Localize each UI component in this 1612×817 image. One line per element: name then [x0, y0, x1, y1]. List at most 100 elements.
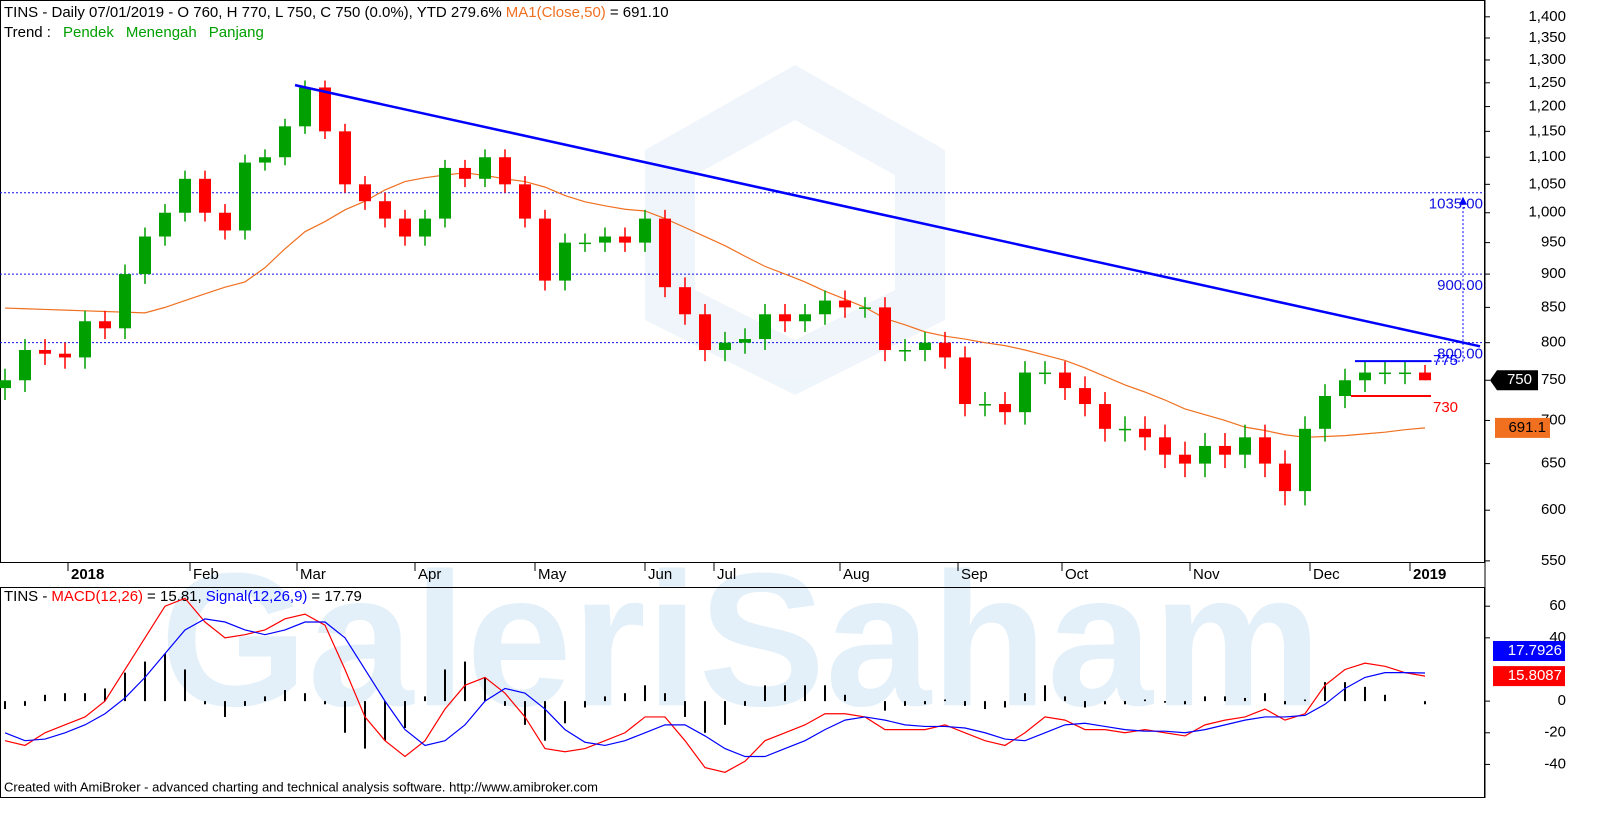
level-label: 730	[1433, 399, 1458, 416]
title-prefix: TINS -	[4, 588, 47, 605]
candle-body	[879, 307, 891, 351]
candle-body	[639, 218, 651, 243]
h-line-label: 900.00	[1437, 277, 1483, 294]
candle-body	[419, 218, 431, 237]
candle-body	[859, 307, 871, 309]
candle-body	[1399, 372, 1411, 375]
y-tick-label: 900	[1541, 265, 1566, 282]
candle-body	[479, 157, 491, 179]
candle-body	[99, 321, 111, 329]
candle-body	[439, 167, 451, 219]
y-tick-label: -20	[1544, 724, 1566, 741]
title-part: MA1(Close,50)	[506, 4, 606, 21]
trend-line: Trend : Pendek Menengah Panjang	[4, 24, 264, 41]
ma-line	[4, 172, 1426, 438]
y-tick-label: 1,000	[1528, 204, 1566, 221]
candle-body	[1199, 445, 1211, 464]
legend-readout: = 17.79	[311, 588, 361, 605]
ma-box	[1495, 417, 1550, 438]
candle-body	[579, 242, 591, 245]
candle-body	[1179, 454, 1191, 464]
candle-body	[999, 404, 1011, 413]
y-tick-label: 0	[1558, 692, 1566, 709]
candle-body	[79, 321, 91, 358]
trend-part: Menengah	[126, 24, 197, 41]
candle-body	[1019, 372, 1031, 413]
x-tick-label: Apr	[418, 566, 441, 583]
candle-body	[119, 274, 131, 329]
y-tick-label: -40	[1544, 755, 1566, 772]
arrow-head	[1459, 196, 1467, 205]
y-tick-label: 850	[1541, 298, 1566, 315]
macd-line	[4, 597, 1426, 773]
y-tick-label: 800	[1541, 334, 1566, 351]
y-tick-label: 1,150	[1528, 122, 1566, 139]
x-tick-label: 2018	[71, 566, 104, 583]
macd-line	[4, 618, 1426, 758]
value-box-label: 15.8087	[1508, 667, 1562, 684]
candle-body	[179, 178, 191, 213]
candle-body	[1239, 437, 1251, 455]
candle-body	[1099, 404, 1111, 429]
y-tick-label: 1,300	[1528, 51, 1566, 68]
x-tick-label: Feb	[193, 566, 219, 583]
legend-name: Signal(12,26,9)	[206, 588, 308, 605]
ma-box-label: 691.1	[1508, 419, 1546, 436]
y-tick-label: 950	[1541, 234, 1566, 251]
x-tick-label: Sep	[961, 566, 988, 583]
candle-body	[899, 350, 911, 352]
title-part: TINS - Daily 07/01/2019 - O 760, H 770, …	[4, 4, 502, 21]
watermark: GaleriSaham	[160, 534, 1322, 746]
h-line-label: 800.00	[1437, 346, 1483, 363]
candle-body	[679, 287, 691, 315]
trendline	[294, 83, 1481, 348]
candle-body	[399, 218, 411, 237]
candle-body	[1119, 428, 1131, 431]
level-label: 775	[1433, 352, 1458, 369]
y-tick-label: 1,200	[1528, 98, 1566, 115]
candle-body	[1139, 428, 1151, 438]
candle-body	[739, 339, 751, 343]
candle-body	[619, 236, 631, 243]
legend-name: MACD(12,26)	[51, 588, 143, 605]
candle-body	[319, 87, 331, 132]
candle-body	[0, 380, 11, 389]
x-tick-label: Mar	[300, 566, 326, 583]
y-tick-label: 1,250	[1528, 74, 1566, 91]
candle-body	[1279, 463, 1291, 492]
candle-body	[659, 218, 671, 288]
candle-body	[979, 404, 991, 406]
x-tick-label: Oct	[1065, 566, 1089, 583]
candle-body	[1079, 388, 1091, 405]
candle-body	[1219, 445, 1231, 455]
y-tick-label: 650	[1541, 455, 1566, 472]
watermark-logo	[645, 65, 945, 395]
candle-body	[519, 184, 531, 219]
last-price-box	[1490, 370, 1538, 391]
candle-body	[819, 300, 831, 315]
candle-body	[159, 212, 171, 237]
candle-body	[1259, 437, 1271, 464]
candle-body	[39, 350, 51, 354]
candle-body	[19, 350, 31, 381]
candle-body	[799, 314, 811, 322]
value-box	[1493, 640, 1565, 661]
candle-body	[219, 212, 231, 231]
candle-body	[1299, 428, 1311, 492]
x-tick-label: Aug	[843, 566, 870, 583]
candle-body	[459, 167, 471, 179]
x-tick-label: May	[538, 566, 567, 583]
title-part: = 691.10	[610, 4, 669, 21]
trend-part: Panjang	[209, 24, 264, 41]
x-tick-label: Nov	[1193, 566, 1220, 583]
candle-body	[759, 314, 771, 340]
candle-body	[379, 201, 391, 219]
candle-body	[279, 126, 291, 158]
candle-body	[199, 178, 211, 213]
candle-body	[299, 87, 311, 127]
candle-body	[239, 162, 251, 231]
candle-body	[139, 236, 151, 275]
candle-body	[599, 236, 611, 243]
y-tick-label: 1,050	[1528, 175, 1566, 192]
